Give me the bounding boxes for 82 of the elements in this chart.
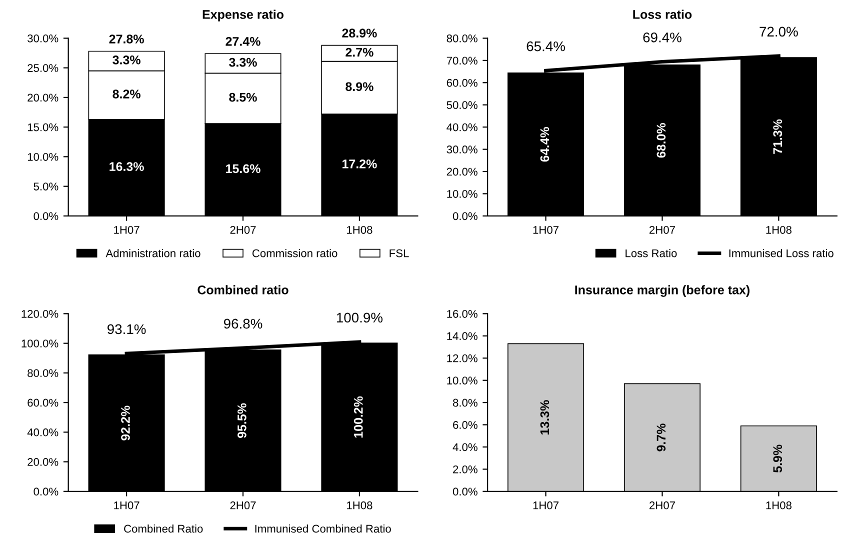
legend-label: Loss Ratio [626,249,677,258]
y-tick-label: 0.0% [452,212,478,220]
legend-label: Immunised Combined Ratio [255,524,391,533]
data-label: 64.4% [540,127,550,162]
data-label: 72.0% [760,26,798,37]
y-tick-label: 20.0% [28,94,58,102]
data-label: 5.9% [773,444,782,472]
y-tick-label: 25.0% [28,64,58,72]
total-label: 27.4% [226,36,260,46]
legend-label: Administration ratio [106,249,200,258]
data-label: 8.2% [112,90,140,98]
y-tick-label: 6.0% [453,421,478,429]
x-tick-label: 2H07 [650,226,675,234]
y-tick-label: 60.0% [28,398,58,407]
y-tick-label: 0.0% [452,488,478,496]
y-tick-label: 8.0% [452,398,478,407]
chart-title: Expense ratio [202,10,284,22]
y-tick-label: 0.0% [34,488,58,496]
y-tick-label: 30.0% [28,34,58,42]
x-tick-label: 1H08 [347,501,372,510]
x-tick-label: 2H07 [650,501,675,510]
data-label: 96.8% [224,318,262,329]
data-label: 8.5% [229,92,257,102]
y-tick-label: 100.0% [22,340,58,348]
data-label: 3.3% [229,58,257,67]
y-tick-label: 10.0% [447,190,478,198]
chart-title: Combined ratio [198,285,288,294]
x-tick-label: 1H07 [114,226,140,234]
y-tick-label: 2.0% [453,465,478,474]
y-tick-label: 20.0% [28,458,58,466]
data-label: 69.4% [643,32,682,42]
data-label: 100.2% [354,396,363,438]
data-label: 16.3% [110,162,144,172]
x-tick-label: 1H08 [766,501,792,510]
total-label: 28.9% [342,28,377,38]
y-tick-label: 80.0% [28,369,58,378]
y-tick-label: 80.0% [446,34,478,42]
data-label: 8.9% [346,82,374,92]
y-tick-label: 40.0% [446,123,478,132]
x-tick-label: 1H07 [533,501,559,510]
y-tick-label: 14.0% [447,332,478,340]
data-label: 68.0% [656,123,666,158]
chart-title: Insurance margin (before tax) [575,285,750,297]
x-tick-label: 1H08 [347,226,372,234]
data-label: 93.1% [108,324,146,334]
chart-title: Loss ratio [633,10,692,19]
y-tick-label: 10.0% [447,376,478,384]
y-tick-label: 4.0% [452,443,478,452]
total-label: 27.8% [109,34,144,44]
y-tick-label: 30.0% [446,146,478,154]
data-label: 3.3% [112,56,140,64]
y-tick-label: 120.0% [22,310,58,318]
data-label: 9.7% [656,424,666,452]
y-tick-label: 50.0% [446,101,478,109]
y-tick-label: 0.0% [34,212,58,220]
y-tick-label: 40.0% [27,428,58,436]
data-label: 2.7% [346,48,374,57]
legend-label: Combined Ratio [124,524,203,533]
y-tick-label: 12.0% [447,354,478,362]
x-tick-label: 2H07 [230,501,256,510]
x-tick-label: 1H08 [766,226,792,234]
data-label: 92.2% [121,406,130,440]
data-label: 17.2% [342,159,377,168]
data-label: 71.3% [773,119,782,154]
legend-label: Commission ratio [252,249,338,258]
y-tick-label: 70.0% [446,56,478,65]
x-tick-label: 1H07 [533,226,559,234]
data-label: 95.5% [238,403,246,438]
x-tick-label: 2H07 [230,226,256,234]
y-tick-label: 5.0% [34,182,58,190]
y-tick-label: 10.0% [28,152,58,161]
x-tick-label: 1H07 [114,501,140,510]
y-tick-label: 15.0% [28,123,58,132]
y-tick-label: 20.0% [446,168,478,176]
legend-label: FSL [390,249,409,258]
data-label: 100.9% [336,312,383,323]
y-tick-label: 60.0% [446,78,478,87]
data-label: 13.3% [540,400,550,434]
data-label: 65.4% [526,41,565,52]
legend-label: Immunised Loss ratio [729,249,834,258]
data-label: 15.6% [226,164,260,174]
y-tick-label: 16.0% [447,310,478,318]
